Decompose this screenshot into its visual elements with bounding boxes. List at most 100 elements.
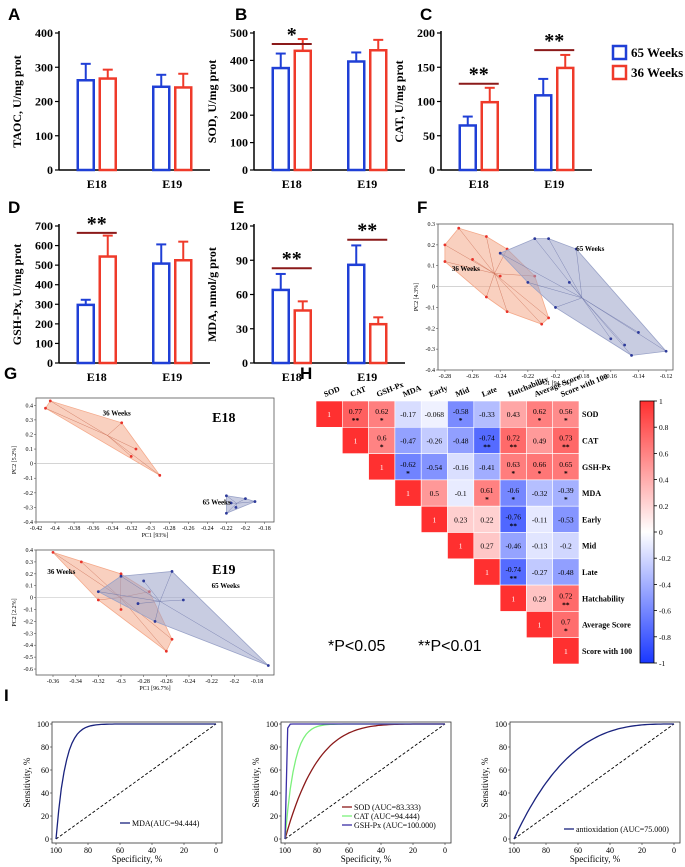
- plot-frame: [35, 549, 275, 676]
- heatmap-value: -0.39: [558, 486, 574, 495]
- heatmap-cell: [447, 532, 475, 560]
- y-tick-label: 80: [270, 743, 278, 752]
- data-point: [505, 310, 509, 313]
- heatmap-star: *: [564, 627, 568, 636]
- heatmap-value: -0.26: [427, 436, 443, 445]
- data-point: [136, 602, 140, 605]
- group-label: 36 Weeks: [452, 265, 480, 273]
- heatmap-row-label: Late: [582, 568, 598, 577]
- y-tick-label: 0: [45, 835, 49, 844]
- x-tick-label: E18: [87, 370, 107, 384]
- heatmap-cell: [526, 532, 554, 560]
- significance-star: **: [544, 30, 564, 52]
- roc-curve: [284, 723, 445, 840]
- data-point: [142, 579, 146, 583]
- x-tick-label: -0.18: [258, 526, 271, 532]
- data-point: [134, 447, 138, 451]
- data-point: [234, 506, 238, 509]
- heatmap-value: 0.62: [375, 407, 388, 416]
- plot-frame: [51, 721, 223, 844]
- heatmap-value: -0.58: [453, 407, 469, 416]
- x-tick-label: -0.2: [230, 679, 240, 685]
- heatmap-star: *: [511, 495, 515, 504]
- y-tick-label: 40: [499, 789, 507, 798]
- x-tick-label: 80: [84, 846, 92, 855]
- group-label: 65 Weeks: [576, 245, 604, 253]
- plot-frame: [509, 721, 681, 844]
- bar-chart-b: 0 100 200 300 400 500 SOD, U/mg prot E18 E19 *: [205, 24, 405, 191]
- centroid-spoke: [581, 297, 667, 352]
- x-tick-label: -0.18: [577, 374, 590, 380]
- y-tick-label: 120: [230, 219, 248, 233]
- y-tick-label: -0.3: [426, 347, 436, 353]
- heatmap-cell: [526, 611, 554, 639]
- centroid-spoke: [107, 435, 132, 457]
- data-point: [164, 649, 168, 653]
- bar: [271, 66, 290, 172]
- heatmap-value: -0.48: [453, 436, 469, 445]
- significance-star: **: [282, 248, 302, 270]
- y-tick-label: 200: [230, 108, 248, 122]
- heatmap-value: -0.13: [532, 542, 548, 551]
- heatmap-cell: [499, 532, 527, 560]
- heatmap-row-label: Hatchability: [582, 594, 625, 603]
- centroid-spoke: [159, 599, 184, 602]
- heatmap-cell: [420, 400, 448, 428]
- legend-label: CAT (AUC=94.444): [354, 812, 420, 821]
- data-point: [225, 511, 228, 515]
- roc-plot-i1: 100 80 60 40 20 0 0 20 40 60 80 100 Specificity, % Se…: [22, 720, 223, 864]
- panel-letter-b: B: [235, 5, 247, 24]
- y-tick-label: 300: [230, 81, 248, 95]
- data-point: [51, 550, 55, 554]
- heatmap-star: *: [485, 495, 489, 504]
- panel-letter-d: D: [8, 198, 20, 217]
- x-tick-label: -0.2: [241, 526, 251, 532]
- data-point: [609, 337, 613, 341]
- heatmap-value: 1: [406, 489, 410, 498]
- group-label: 65 Weeks: [203, 498, 231, 506]
- data-point: [664, 349, 668, 353]
- y-axis-label: TAOC, U/mg prot: [10, 55, 24, 148]
- y-tick-label: 60: [236, 288, 248, 302]
- heatmap-col-label: GSH-Px: [375, 380, 405, 399]
- x-tick-label: -0.3: [145, 526, 155, 532]
- heatmap-value: -0.068: [425, 410, 445, 419]
- heatmap-cell: [526, 584, 554, 612]
- heatmap-col-label: Mid: [454, 385, 471, 399]
- y-tick-label: 300: [35, 297, 53, 311]
- centroid-spoke: [494, 273, 549, 319]
- centroid-spoke: [472, 259, 495, 274]
- y-tick-label: 150: [417, 60, 435, 74]
- centroid-spoke: [494, 273, 508, 312]
- bar: [458, 124, 477, 172]
- data-point: [457, 226, 461, 230]
- heatmap-value: -0.53: [558, 515, 574, 524]
- bar: [556, 66, 575, 172]
- y-tick-label: 0.4: [26, 403, 34, 409]
- x-axis-label: Specificity, %: [341, 854, 392, 864]
- y-tick-label: -0.3: [24, 631, 34, 637]
- heatmap-value: 1: [511, 594, 515, 603]
- heatmap-value: -0.2: [560, 542, 572, 551]
- y-tick-label: 0: [242, 163, 248, 177]
- y-tick-label: 0: [274, 835, 278, 844]
- x-tick-label: 40: [148, 846, 156, 855]
- bar-chart-e: 0 30 60 90 120 MDA, nmol/g prot E18 E19 ** **: [205, 219, 405, 384]
- x-tick-label: 20: [180, 846, 188, 855]
- y-tick-label: 0: [47, 163, 53, 177]
- centroid-spoke: [159, 571, 173, 602]
- heatmap-star: **: [352, 416, 360, 425]
- bar: [480, 100, 499, 172]
- x-tick-label: E18: [282, 370, 302, 384]
- centroid-spoke: [236, 501, 255, 504]
- x-tick-label: -0.18: [251, 679, 264, 685]
- data-point: [484, 295, 488, 299]
- y-tick-label: 90: [236, 253, 248, 267]
- y-axis-label: SOD, U/mg prot: [205, 60, 219, 143]
- heatmap-cell: [552, 479, 580, 507]
- data-point: [540, 322, 544, 326]
- centroid-spoke: [159, 601, 269, 666]
- bar: [347, 263, 366, 365]
- heatmap-cell: [420, 505, 448, 533]
